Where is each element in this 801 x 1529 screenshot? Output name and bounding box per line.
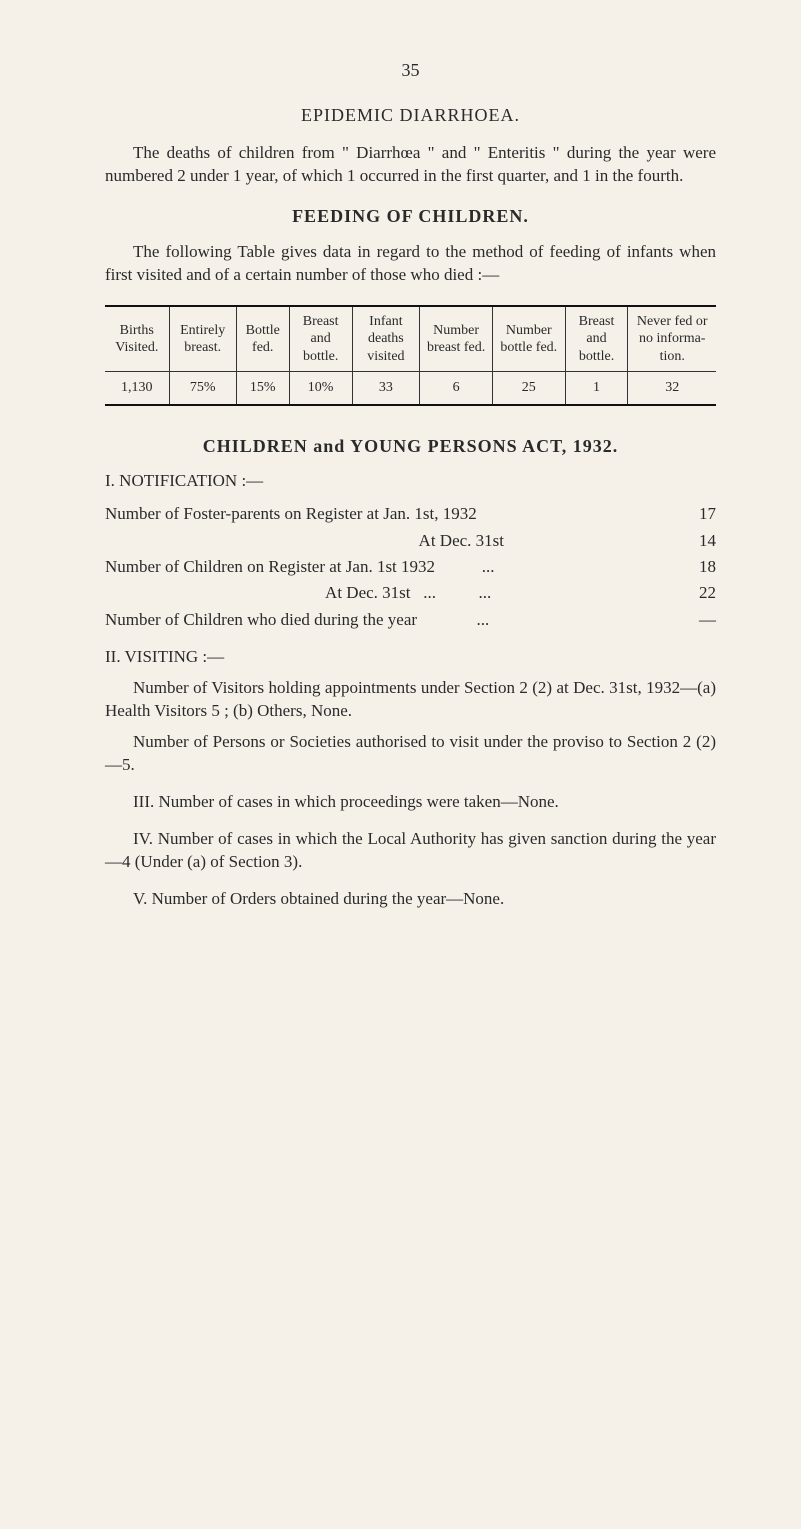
cell-breast-bottle-2: 1 [565, 372, 628, 406]
list-item: Number of Children on Register at Jan. 1… [105, 554, 716, 580]
section-iii: III. Number of cases in which proceeding… [105, 791, 716, 814]
col-number-breast: Number breast fed. [420, 306, 493, 372]
notif-label: At Dec. 31st ... ... [105, 580, 680, 606]
children-act-title: CHILDREN and YOUNG PERSONS ACT, 1932. [105, 436, 716, 457]
list-item: At Dec. 31st ... ... 22 [105, 580, 716, 606]
feeding-table-wrap: Births Visited. Entirely breast. Bottle … [105, 305, 716, 407]
list-item: At Dec. 31st 14 [105, 528, 716, 554]
col-number-bottle: Number bottle fed. [493, 306, 566, 372]
cell-number-bottle: 25 [493, 372, 566, 406]
table-row: 1,130 75% 15% 10% 33 6 25 1 32 [105, 372, 716, 406]
cell-breast-bottle: 10% [289, 372, 352, 406]
notification-list: Number of Foster-parents on Register at … [105, 501, 716, 633]
list-item: Number of Children who died during the y… [105, 607, 716, 633]
notif-value: 18 [680, 554, 716, 580]
feeding-title: FEEDING OF CHILDREN. [105, 206, 716, 227]
col-never-fed: Never fed or no informa-tion. [628, 306, 716, 372]
notif-label: Number of Foster-parents on Register at … [105, 501, 680, 527]
notif-label: At Dec. 31st [105, 528, 680, 554]
cell-infant-deaths: 33 [352, 372, 420, 406]
notif-label: Number of Children who died during the y… [105, 607, 680, 633]
cell-never-fed: 32 [628, 372, 716, 406]
list-item: Number of Foster-parents on Register at … [105, 501, 716, 527]
epidemic-title: EPIDEMIC DIARRHOEA. [105, 105, 716, 126]
cell-number-breast: 6 [420, 372, 493, 406]
col-infant-deaths: Infant deaths visited [352, 306, 420, 372]
notif-label: Number of Children on Register at Jan. 1… [105, 554, 680, 580]
page-number: 35 [105, 60, 716, 81]
notif-value: — [680, 607, 716, 633]
visiting-para-1: Number of Visitors holding appointments … [105, 677, 716, 723]
section-v: V. Number of Orders obtained during the … [105, 888, 716, 911]
col-bottle-fed: Bottle fed. [236, 306, 289, 372]
notif-value: 17 [680, 501, 716, 527]
epidemic-paragraph: The deaths of children from " Diarrhœa "… [105, 142, 716, 188]
cell-bottle-fed: 15% [236, 372, 289, 406]
col-breast-bottle-2: Breast and bottle. [565, 306, 628, 372]
notif-value: 22 [680, 580, 716, 606]
section-iv: IV. Number of cases in which the Local A… [105, 828, 716, 874]
table-header-row: Births Visited. Entirely breast. Bottle … [105, 306, 716, 372]
notification-heading: I. NOTIFICATION :— [105, 471, 716, 491]
feeding-intro: The following Table gives data in regard… [105, 241, 716, 287]
cell-births: 1,130 [105, 372, 169, 406]
col-entirely-breast: Entirely breast. [169, 306, 236, 372]
document-page: 35 EPIDEMIC DIARRHOEA. The deaths of chi… [0, 0, 801, 984]
col-breast-and-bottle: Breast and bottle. [289, 306, 352, 372]
col-births: Births Visited. [105, 306, 169, 372]
feeding-table: Births Visited. Entirely breast. Bottle … [105, 305, 716, 407]
visiting-para-2: Number of Persons or Societies authorise… [105, 731, 716, 777]
cell-entirely-breast: 75% [169, 372, 236, 406]
visiting-block: II. VISITING :— Number of Visitors holdi… [105, 647, 716, 777]
visiting-heading: II. VISITING :— [105, 647, 716, 667]
notif-value: 14 [680, 528, 716, 554]
